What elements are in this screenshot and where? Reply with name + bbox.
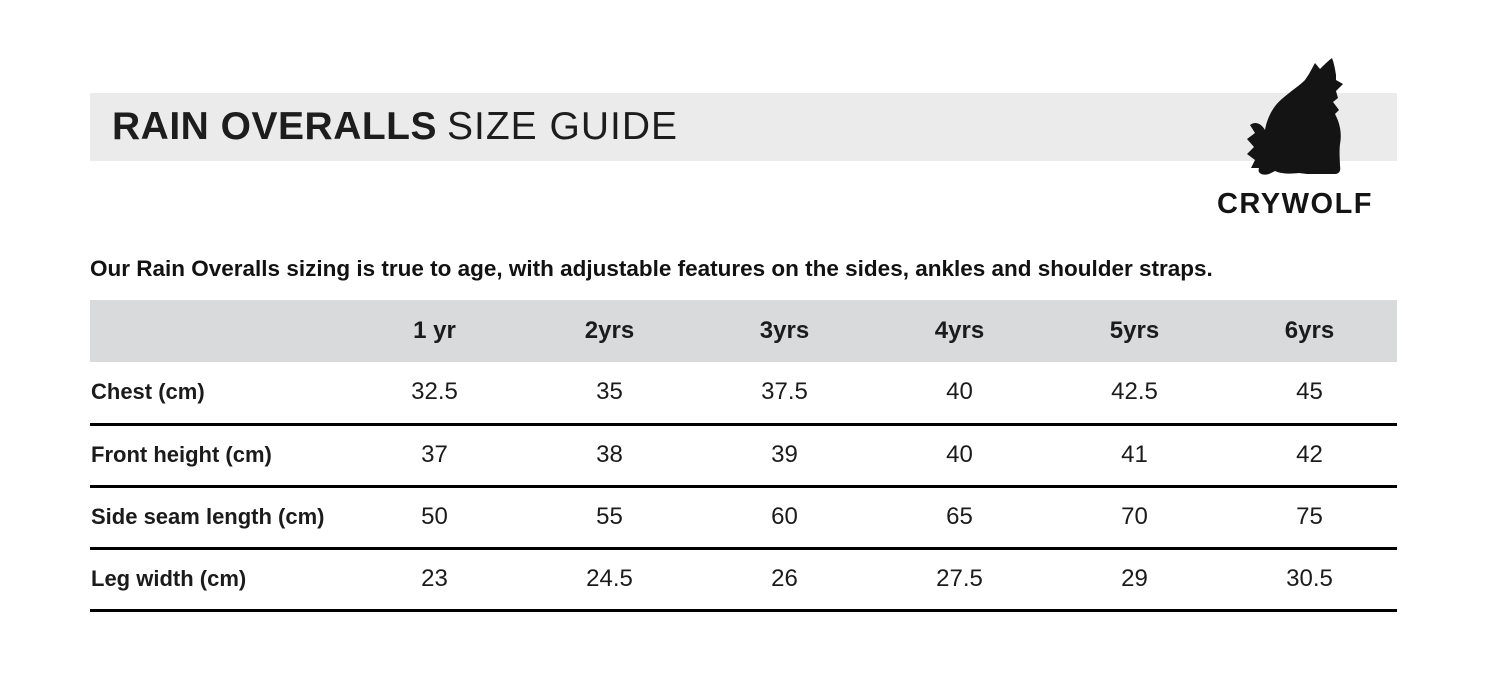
column-header-age: 4yrs	[872, 300, 1047, 362]
measurement-cell: 35	[522, 362, 697, 426]
table-row: Front height (cm) 37 38 39 40 41 42	[90, 424, 1397, 488]
page-title: RAIN OVERALLS SIZE GUIDE	[112, 93, 678, 161]
measurement-cell: 39	[697, 424, 872, 488]
measurement-cell: 37	[347, 424, 522, 488]
measurement-cell: 41	[1047, 424, 1222, 488]
page-title-product: RAIN OVERALLS	[112, 105, 438, 148]
column-header-age: 6yrs	[1222, 300, 1397, 362]
size-table-header-row: 1 yr 2yrs 3yrs 4yrs 5yrs 6yrs	[90, 300, 1397, 362]
measurement-cell: 70	[1047, 486, 1222, 550]
intro-text: Our Rain Overalls sizing is true to age,…	[90, 256, 1213, 281]
column-header-age: 3yrs	[697, 300, 872, 362]
measurement-cell: 45	[1222, 362, 1397, 426]
measurement-cell: 50	[347, 486, 522, 550]
size-table-body: Chest (cm) 32.5 35 37.5 40 42.5 45 Front height…	[90, 362, 1397, 612]
measurement-cell: 27.5	[872, 548, 1047, 612]
table-row: Leg width (cm) 23 24.5 26 27.5 29 30.5	[90, 548, 1397, 612]
measurement-cell: 26	[697, 548, 872, 612]
row-label: Side seam length (cm)	[90, 486, 347, 550]
brand-logo: CRYWOLF	[1210, 56, 1380, 221]
row-label: Chest (cm)	[90, 362, 347, 426]
column-header-age: 1 yr	[347, 300, 522, 362]
title-bar: RAIN OVERALLS SIZE GUIDE	[90, 93, 1397, 161]
measurement-cell: 37.5	[697, 362, 872, 426]
column-header-age: 5yrs	[1047, 300, 1222, 362]
measurement-cell: 60	[697, 486, 872, 550]
howling-wolf-icon	[1247, 58, 1343, 175]
page-title-suffix: SIZE GUIDE	[447, 105, 679, 148]
size-table: 1 yr 2yrs 3yrs 4yrs 5yrs 6yrs Chest (cm) 32.5 3…	[90, 300, 1397, 612]
measurement-cell: 42	[1222, 424, 1397, 488]
measurement-cell: 65	[872, 486, 1047, 550]
row-label: Leg width (cm)	[90, 548, 347, 612]
measurement-cell: 38	[522, 424, 697, 488]
measurement-cell: 75	[1222, 486, 1397, 550]
measurement-cell: 29	[1047, 548, 1222, 612]
column-header-age: 2yrs	[522, 300, 697, 362]
table-row: Chest (cm) 32.5 35 37.5 40 42.5 45	[90, 362, 1397, 426]
measurement-cell: 55	[522, 486, 697, 550]
measurement-cell: 30.5	[1222, 548, 1397, 612]
brand-name: CRYWOLF	[1216, 188, 1373, 220]
measurement-cell: 23	[347, 548, 522, 612]
measurement-cell: 40	[872, 424, 1047, 488]
measurement-cell: 24.5	[522, 548, 697, 612]
table-row: Side seam length (cm) 50 55 60 65 70 75	[90, 486, 1397, 550]
row-label: Front height (cm)	[90, 424, 347, 488]
column-header-blank	[90, 300, 347, 362]
measurement-cell: 32.5	[347, 362, 522, 426]
measurement-cell: 40	[872, 362, 1047, 426]
measurement-cell: 42.5	[1047, 362, 1222, 426]
